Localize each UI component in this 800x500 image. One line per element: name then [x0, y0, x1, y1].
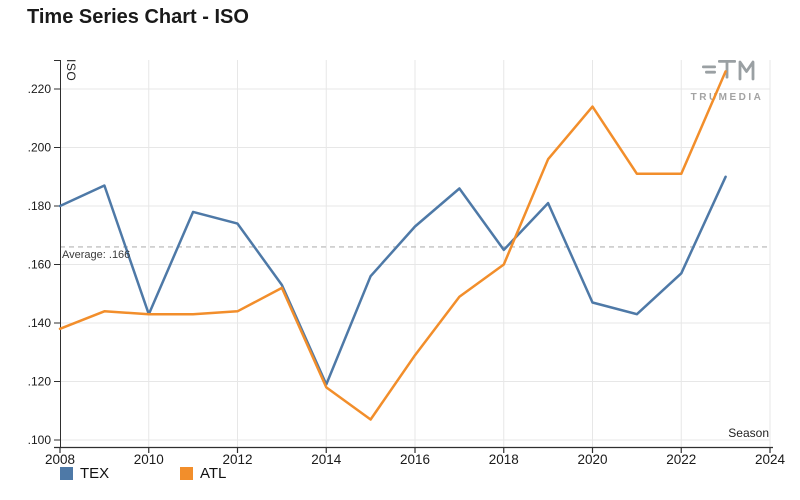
legend-item-atl[interactable]: ATL: [180, 465, 226, 482]
x-tick-label: 2022: [666, 452, 696, 467]
series-tex: [58, 175, 727, 386]
x-tick-label: 2024: [755, 452, 786, 467]
series-atl: [58, 70, 727, 421]
y-axis-title: ISO: [64, 59, 78, 82]
axes: [54, 60, 773, 453]
y-tick-label: .180: [28, 199, 52, 213]
trumedia-watermark: TRUMEDIA: [684, 56, 770, 103]
trumedia-logo-icon: [702, 60, 755, 81]
x-axis-labels: 2008 2010 2012 2014 2016 2018 2020 2022 2024: [45, 452, 786, 467]
y-tick-label: .100: [28, 433, 52, 447]
y-tick-label: .140: [28, 316, 52, 330]
x-tick-label: 2014: [311, 452, 342, 467]
series-line-tex[interactable]: [58, 175, 727, 386]
atl-color-swatch: [180, 467, 193, 480]
y-tick-label: .220: [28, 82, 52, 96]
legend-item-tex[interactable]: TEX: [60, 465, 109, 482]
x-tick-label: 2016: [400, 452, 430, 467]
y-tick-label: .120: [28, 375, 52, 389]
x-tick-label: 2010: [134, 452, 164, 467]
page-title: Time Series Chart - ISO: [27, 6, 249, 28]
chart-legend: TEX ATL: [0, 465, 800, 485]
legend-label-atl: ATL: [200, 465, 227, 482]
y-tick-label: .200: [28, 141, 52, 155]
trumedia-watermark-text: TRUMEDIA: [690, 92, 764, 103]
y-axis-labels: .220 .200 .180 .160 .140 .120 .100: [28, 82, 52, 447]
series-line-atl[interactable]: [58, 70, 727, 421]
x-tick-label: 2018: [489, 452, 519, 467]
tex-color-swatch: [60, 467, 73, 480]
legend-label-tex: TEX: [80, 465, 110, 482]
y-tick-label: .160: [28, 258, 52, 272]
average-annotation: Average: .166: [62, 249, 131, 261]
x-tick-label: 2012: [222, 452, 252, 467]
x-tick-label: 2008: [45, 452, 75, 467]
gridlines: [60, 60, 771, 447]
x-tick-label: 2020: [577, 452, 607, 467]
x-axis-title: Season: [728, 426, 769, 440]
